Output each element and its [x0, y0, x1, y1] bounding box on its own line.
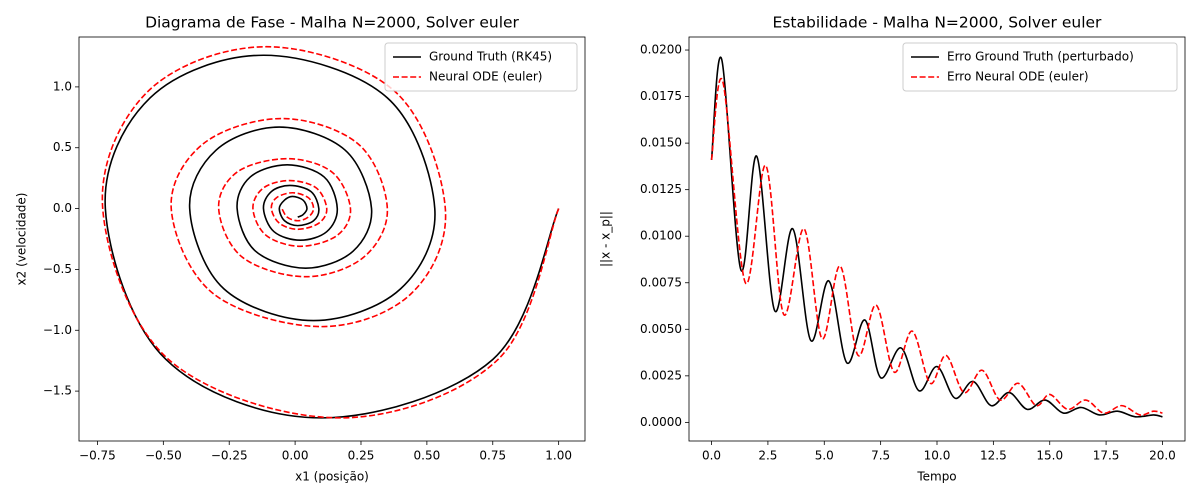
legend-box: [902, 42, 1178, 92]
y-tick-label: 0.0150: [640, 136, 682, 150]
x-tick-label: 0.0: [702, 449, 721, 463]
x-tick-label: 0.25: [348, 449, 375, 463]
y-axis-label: ||x - x_p||: [599, 211, 613, 267]
x-tick-label: 17.5: [1093, 449, 1120, 463]
y-tick-label: −1.0: [43, 323, 72, 337]
x-tick-label: 0.00: [282, 449, 309, 463]
chart-title: Estabilidade - Malha N=2000, Solver eule…: [773, 14, 1103, 32]
y-tick-label: 0.0100: [640, 229, 682, 243]
x-tick-label: −0.50: [145, 449, 182, 463]
y-tick-label: 1.0: [53, 79, 72, 93]
plot-frame: [688, 36, 1186, 442]
y-tick-label: 0.0025: [640, 368, 682, 382]
y-tick-label: 0.0050: [640, 322, 682, 336]
x-tick-label: −0.75: [79, 449, 116, 463]
legend-label: Erro Ground Truth (perturbado): [947, 50, 1134, 64]
data-line: [710, 56, 1163, 418]
x-tick-label: 1.00: [545, 449, 572, 463]
x-tick-label: 15.0: [1036, 449, 1063, 463]
x-tick-label: 10.0: [924, 449, 951, 463]
y-tick-label: 0.0200: [640, 43, 682, 57]
x-tick-label: 20.0: [1149, 449, 1176, 463]
y-tick-label: 0.0125: [640, 182, 682, 196]
plot-frame: [78, 36, 586, 442]
data-line: [104, 54, 560, 419]
legend-box: [384, 42, 578, 92]
x-tick-label: 7.5: [871, 449, 890, 463]
chart-title: Diagrama de Fase - Malha N=2000, Solver …: [145, 14, 519, 32]
x-axis-label: Tempo: [916, 470, 956, 484]
y-tick-label: 0.0: [53, 201, 72, 215]
data-line: [710, 77, 1163, 416]
y-axis-label: x2 (velocidade): [15, 193, 29, 286]
y-tick-label: −0.5: [43, 262, 72, 276]
legend-label: Erro Neural ODE (euler): [947, 70, 1089, 84]
x-tick-label: −0.25: [211, 449, 248, 463]
x-tick-label: 5.0: [815, 449, 834, 463]
x-tick-label: 0.75: [479, 449, 506, 463]
legend-label: Neural ODE (euler): [429, 70, 542, 84]
x-tick-label: 2.5: [758, 449, 777, 463]
y-tick-label: 0.0000: [640, 415, 682, 429]
data-line: [101, 45, 560, 419]
x-tick-label: 0.50: [414, 449, 441, 463]
x-axis-label: x1 (posição): [295, 470, 369, 484]
y-tick-label: 0.0175: [640, 89, 682, 103]
y-tick-label: −1.5: [43, 384, 72, 398]
legend-label: Ground Truth (RK45): [429, 50, 552, 64]
x-tick-label: 12.5: [980, 449, 1007, 463]
y-tick-label: 0.0075: [640, 275, 682, 289]
y-tick-label: 0.5: [53, 140, 72, 154]
